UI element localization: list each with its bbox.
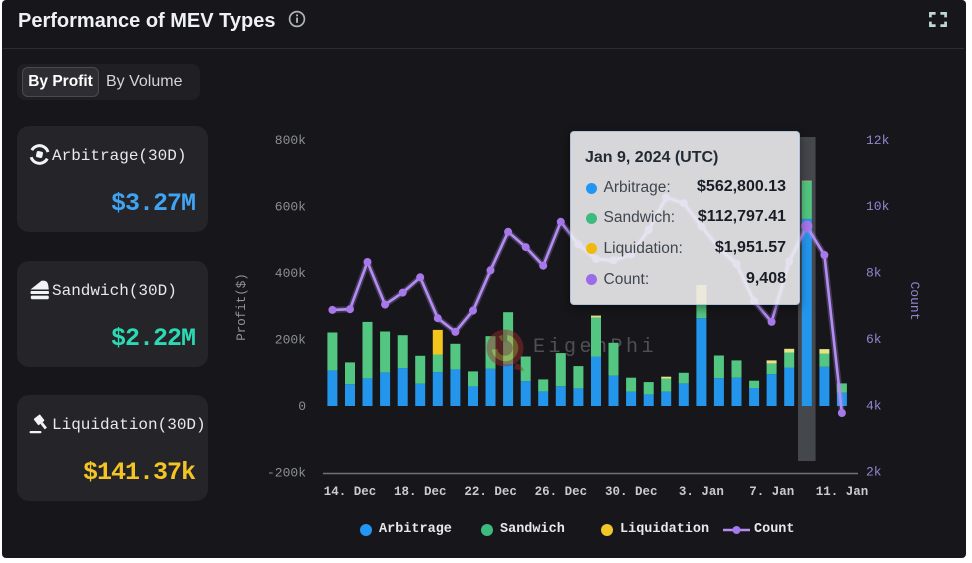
svg-text:26. Dec: 26. Dec [535,485,588,499]
svg-text:11. Jan: 11. Jan [816,485,869,499]
svg-text:Profit($): Profit($) [235,273,249,341]
svg-text:0: 0 [298,399,306,414]
svg-text:8k: 8k [866,266,882,281]
svg-text:18. Dec: 18. Dec [394,485,447,499]
svg-text:400k: 400k [275,266,306,281]
svg-text:-200k: -200k [267,466,306,481]
svg-text:14. Dec: 14. Dec [324,485,377,499]
svg-text:Count: Count [907,281,922,320]
svg-text:4k: 4k [866,399,882,414]
svg-text:6k: 6k [866,332,882,347]
svg-text:200k: 200k [275,333,306,348]
svg-text:600k: 600k [275,200,306,215]
svg-text:22. Dec: 22. Dec [464,485,517,499]
svg-text:7. Jan: 7. Jan [749,485,794,499]
svg-text:30. Dec: 30. Dec [605,485,658,499]
svg-text:2k: 2k [866,465,882,480]
svg-text:12k: 12k [866,133,890,148]
svg-text:3. Jan: 3. Jan [679,485,724,499]
svg-text:10k: 10k [866,199,890,214]
svg-text:800k: 800k [275,133,306,148]
